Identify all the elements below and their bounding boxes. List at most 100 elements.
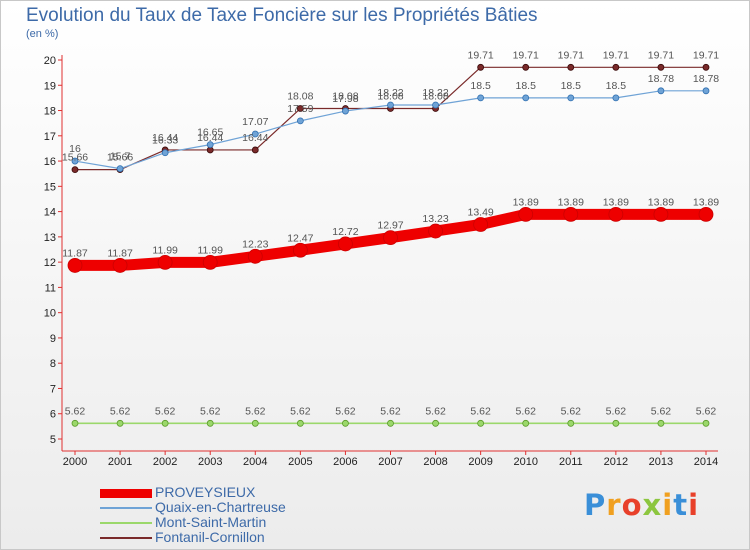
data-label: 12.97 xyxy=(377,220,403,232)
y-tick-label: 12 xyxy=(44,257,56,269)
data-label: 16.44 xyxy=(152,132,178,144)
data-point xyxy=(206,419,214,427)
y-tick-label: 10 xyxy=(44,308,56,320)
data-label: 19.71 xyxy=(648,49,674,61)
data-point xyxy=(161,149,169,157)
data-point xyxy=(522,63,530,71)
data-point xyxy=(518,206,534,222)
data-label: 12.23 xyxy=(242,238,268,250)
data-label: 5.62 xyxy=(696,405,717,417)
data-point xyxy=(612,94,620,102)
data-point xyxy=(432,101,439,109)
data-label: 13.49 xyxy=(468,206,494,218)
x-tick-label: 2000 xyxy=(63,456,87,468)
data-label: 18.5 xyxy=(561,80,582,92)
y-axis-unit: (en %) xyxy=(26,28,59,40)
data-label: 5.62 xyxy=(65,405,86,417)
data-point xyxy=(157,254,173,270)
data-point xyxy=(296,105,304,112)
y-tick-label: 6 xyxy=(50,409,56,421)
data-point xyxy=(657,419,665,427)
data-label: 18.08 xyxy=(332,91,358,103)
data-label: 11.87 xyxy=(62,247,88,259)
data-point xyxy=(67,258,83,273)
data-label: 5.62 xyxy=(110,405,131,417)
legend-label: Fontanil-Cornillon xyxy=(155,529,265,545)
data-label: 11.87 xyxy=(107,247,133,259)
data-label: 18.08 xyxy=(377,91,403,103)
data-label: 16 xyxy=(69,143,81,155)
data-point xyxy=(698,206,714,222)
data-point xyxy=(116,419,124,427)
data-label: 5.62 xyxy=(245,405,266,417)
data-label: 16.33 xyxy=(152,135,178,147)
data-label: 5.62 xyxy=(651,405,672,417)
data-label: 17.59 xyxy=(287,103,313,115)
data-label: 16.44 xyxy=(197,132,223,144)
x-tick-label: 2013 xyxy=(649,456,673,468)
data-label: 11.99 xyxy=(197,244,223,256)
data-point xyxy=(342,107,349,115)
data-point xyxy=(116,165,124,173)
x-tick-label: 2002 xyxy=(153,456,177,468)
data-label: 18.08 xyxy=(422,91,448,103)
legend-swatch xyxy=(100,507,152,509)
proxiti-logo: Proxiti xyxy=(584,488,700,522)
data-point xyxy=(608,206,624,222)
data-label: 19.71 xyxy=(468,49,494,61)
data-label: 17.98 xyxy=(332,93,358,105)
y-tick-label: 8 xyxy=(50,358,56,370)
data-label: 18.22 xyxy=(377,87,403,99)
data-label: 5.62 xyxy=(290,405,311,417)
data-point xyxy=(522,94,530,102)
y-tick-label: 9 xyxy=(50,333,56,345)
data-label: 15.7 xyxy=(110,151,131,163)
legend-label: Quaix-en-Chartreuse xyxy=(155,499,286,515)
y-tick-label: 14 xyxy=(44,207,56,219)
y-tick-label: 16 xyxy=(44,156,56,168)
x-tick-label: 2006 xyxy=(333,456,357,468)
data-point xyxy=(567,63,575,71)
data-label: 19.71 xyxy=(558,49,584,61)
data-point xyxy=(567,419,575,427)
legend-swatch xyxy=(100,522,152,524)
data-label: 15.66 xyxy=(62,152,88,164)
y-tick-label: 11 xyxy=(45,282,56,294)
y-tick-label: 18 xyxy=(44,106,56,118)
data-point xyxy=(251,130,259,138)
data-label: 16.65 xyxy=(197,127,223,139)
data-point xyxy=(473,217,489,232)
data-label: 12.72 xyxy=(332,226,358,238)
x-tick-label: 2012 xyxy=(604,456,628,468)
data-label: 5.62 xyxy=(561,405,582,417)
data-label: 13.23 xyxy=(422,213,448,225)
data-point xyxy=(202,254,218,270)
data-label: 5.62 xyxy=(200,405,221,417)
data-label: 18.22 xyxy=(422,87,448,99)
data-label: 18.78 xyxy=(693,73,719,85)
data-label: 5.62 xyxy=(606,405,627,417)
legend-swatch xyxy=(100,488,152,498)
data-point xyxy=(428,223,443,239)
data-point xyxy=(71,166,79,174)
data-point xyxy=(387,101,394,109)
data-point xyxy=(702,87,710,95)
data-label: 16.44 xyxy=(242,132,268,144)
data-point xyxy=(71,157,79,165)
x-tick-label: 2003 xyxy=(198,456,222,468)
data-point xyxy=(567,94,575,102)
x-tick-label: 2004 xyxy=(243,456,267,468)
data-label: 18.5 xyxy=(515,80,536,92)
data-point xyxy=(522,419,530,427)
data-point xyxy=(71,419,79,427)
data-label: 18.08 xyxy=(287,91,313,103)
data-point xyxy=(112,258,128,273)
data-label: 13.89 xyxy=(648,196,674,208)
data-point xyxy=(251,146,259,154)
data-label: 5.62 xyxy=(380,405,401,417)
data-point xyxy=(612,63,620,71)
chart-title: Evolution du Taux de Taxe Foncière sur l… xyxy=(26,5,538,26)
data-label: 5.62 xyxy=(335,405,356,417)
